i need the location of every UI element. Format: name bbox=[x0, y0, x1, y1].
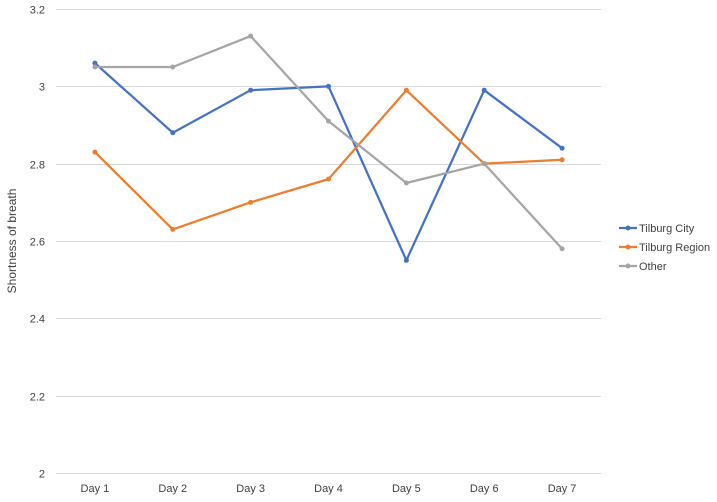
legend-swatch-marker bbox=[625, 225, 631, 231]
data-point bbox=[481, 161, 487, 167]
x-tick-label: Day 3 bbox=[236, 483, 265, 495]
data-point bbox=[326, 176, 331, 182]
data-point bbox=[326, 83, 331, 89]
x-tick-label: Day 5 bbox=[392, 483, 421, 495]
y-tick-label: 2.4 bbox=[30, 314, 45, 326]
data-point bbox=[248, 87, 254, 93]
legend: Tilburg City Tilburg Region Other bbox=[619, 223, 710, 273]
data-point bbox=[403, 87, 409, 93]
legend-label: Tilburg City bbox=[639, 223, 695, 235]
legend-item: Tilburg City bbox=[619, 223, 695, 235]
x-tick-label: Day 2 bbox=[158, 483, 187, 495]
series-line bbox=[93, 89, 564, 231]
legend-label: Tilburg Region bbox=[639, 242, 710, 254]
series-2 bbox=[92, 33, 565, 252]
legend-label: Other bbox=[639, 261, 667, 273]
data-point bbox=[170, 64, 176, 70]
series-0 bbox=[92, 60, 565, 263]
data-point bbox=[248, 199, 254, 205]
gridlines bbox=[56, 9, 601, 474]
legend-swatch-marker bbox=[625, 244, 631, 250]
data-point bbox=[559, 246, 565, 252]
data-point bbox=[170, 130, 176, 136]
series-1 bbox=[92, 87, 565, 232]
legend-item: Other bbox=[619, 261, 667, 273]
x-tick-label: Day 1 bbox=[81, 483, 110, 495]
data-point bbox=[559, 157, 565, 163]
y-axis-title: Shortness of breath bbox=[5, 189, 19, 294]
data-point bbox=[481, 87, 487, 93]
data-point bbox=[248, 33, 254, 39]
data-point bbox=[92, 64, 98, 70]
y-tick-labels: 2 2.2 2.4 2.6 2.8 3 3.2 bbox=[30, 5, 45, 481]
x-tick-label: Day 4 bbox=[314, 483, 343, 495]
data-point bbox=[92, 60, 98, 66]
y-tick-label: 2.8 bbox=[30, 160, 45, 172]
series-line bbox=[93, 34, 564, 250]
y-tick-label: 3.2 bbox=[30, 5, 45, 17]
data-point bbox=[559, 145, 565, 151]
y-tick-label: 2.6 bbox=[30, 237, 45, 249]
data-point bbox=[403, 257, 409, 263]
data-point bbox=[326, 118, 331, 124]
x-tick-label: Day 7 bbox=[548, 483, 577, 495]
y-tick-label: 3 bbox=[39, 82, 45, 94]
y-tick-label: 2 bbox=[39, 469, 45, 481]
series-group bbox=[92, 33, 565, 263]
data-point bbox=[170, 226, 176, 232]
data-point bbox=[403, 180, 409, 186]
series-line bbox=[93, 62, 564, 262]
legend-item: Tilburg Region bbox=[619, 242, 710, 254]
y-tick-label: 2.2 bbox=[30, 392, 45, 404]
x-tick-label: Day 6 bbox=[470, 483, 499, 495]
data-point bbox=[92, 149, 98, 155]
x-tick-labels: Day 1 Day 2 Day 3 Day 4 Day 5 Day 6 Day 7 bbox=[81, 483, 577, 495]
legend-swatch-marker bbox=[625, 263, 631, 269]
